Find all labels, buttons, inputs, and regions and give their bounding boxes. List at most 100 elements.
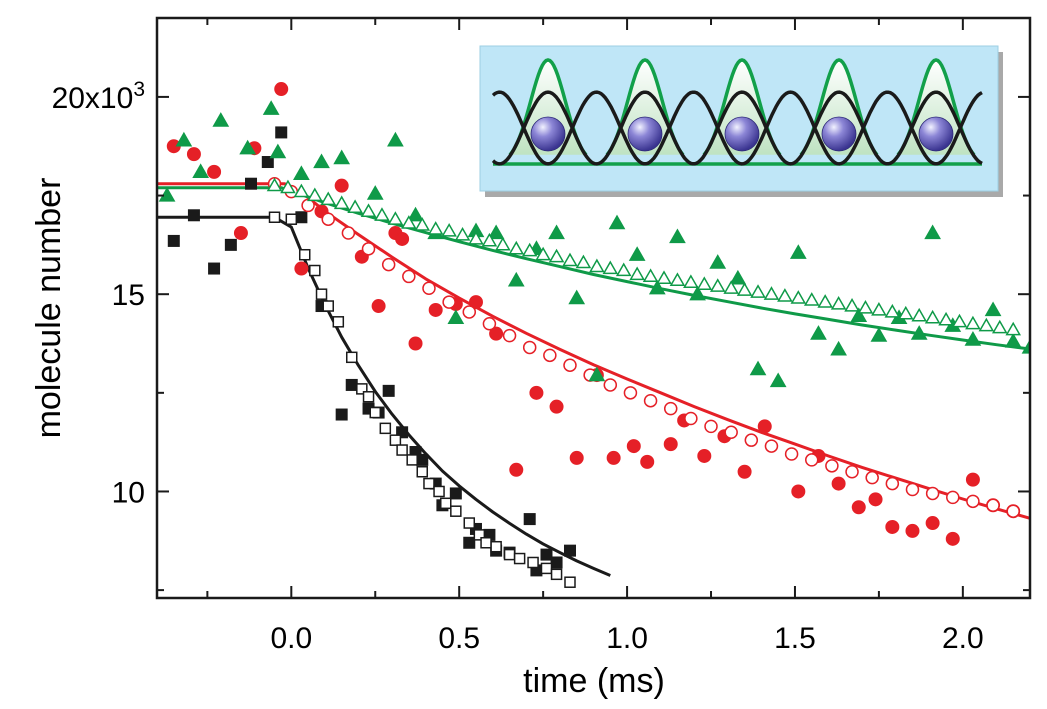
black-filled-squares-point bbox=[275, 126, 288, 139]
green-open-triangles-point bbox=[468, 230, 484, 245]
black-open-squares-point bbox=[332, 316, 345, 328]
black-filled-squares-point bbox=[261, 156, 274, 169]
green-filled-triangles-point bbox=[333, 149, 351, 165]
green-open-triangles-point bbox=[575, 254, 592, 269]
green-open-triangles-point bbox=[911, 307, 927, 322]
green-filled-triangles-point bbox=[507, 271, 525, 287]
x-axis-title: time (ms) bbox=[523, 662, 665, 700]
red-filled-circles-point bbox=[831, 476, 846, 491]
black-filled-squares-point bbox=[224, 238, 237, 251]
green-filled-triangles-point bbox=[729, 269, 747, 285]
black-open-squares-point bbox=[473, 529, 486, 541]
plot-frame bbox=[155, 16, 1032, 600]
red-open-circles-point bbox=[563, 358, 577, 372]
red-open-circles-point bbox=[381, 257, 396, 272]
black-open-squares-point bbox=[564, 576, 576, 588]
green-open-triangles-point bbox=[589, 258, 605, 273]
green-open-triangles-point bbox=[495, 236, 511, 251]
green-filled-triangles-point bbox=[269, 143, 287, 159]
green-filled-triangles-point bbox=[1004, 333, 1022, 348]
red-filled-circles-point bbox=[186, 147, 201, 162]
lattice-peak-fill bbox=[704, 60, 780, 155]
x-tick-labels: 0.0 0.5 1.0 1.5 2.0 bbox=[270, 622, 983, 655]
black-filled-squares-point bbox=[335, 408, 348, 421]
black-filled-squares-point bbox=[449, 487, 462, 500]
green-open-triangles-point bbox=[830, 296, 847, 310]
black-filled-squares-point bbox=[208, 262, 221, 275]
green-filled-triangles-point bbox=[487, 224, 505, 240]
black-open-squares-point bbox=[379, 422, 392, 435]
green-open-triangles-point bbox=[427, 221, 444, 235]
red-open-circles-point bbox=[704, 419, 718, 434]
red-open-circles-point bbox=[643, 393, 658, 408]
green-open-triangles-point bbox=[548, 248, 565, 263]
black-open-squares-point bbox=[268, 211, 281, 224]
green-filled-triangles-point bbox=[262, 100, 280, 115]
green-open-triangles-point bbox=[266, 177, 283, 192]
inset-molecules bbox=[530, 116, 954, 152]
green-open-triangles-point bbox=[401, 215, 417, 229]
red-open-circles-point bbox=[1006, 504, 1020, 518]
red-open-circles-point bbox=[865, 470, 879, 485]
black-open-squares-point bbox=[416, 465, 429, 478]
black-open-squares-point bbox=[309, 264, 321, 277]
black-open-squares-point bbox=[345, 351, 358, 364]
green-filled-triangles-point bbox=[239, 139, 257, 155]
red-open-circles-point bbox=[482, 317, 497, 331]
red-open-circles-point bbox=[341, 226, 356, 240]
green-filled-triangles-point bbox=[964, 331, 982, 346]
red-filled-circles-point bbox=[925, 516, 940, 531]
black-open-squares-point bbox=[503, 548, 516, 561]
black-filled-squares-point bbox=[396, 426, 409, 439]
green-open-triangles-point bbox=[978, 317, 995, 332]
red-open-circles-point bbox=[402, 269, 416, 284]
green-filled-triangles-point bbox=[769, 372, 787, 388]
red-open-circles-point bbox=[361, 242, 376, 256]
green-filled-triangles-point bbox=[387, 131, 404, 147]
red-filled-circles-point bbox=[965, 472, 980, 487]
red-open-circles-point bbox=[845, 464, 859, 479]
red-filled-circles-point bbox=[757, 419, 772, 434]
green-open-triangles-point bbox=[938, 311, 954, 326]
black-filled-squares-point bbox=[245, 177, 258, 190]
green-filled-triangles-point bbox=[588, 366, 606, 382]
red-open-circles-point bbox=[684, 411, 698, 426]
red-filled-circles-point bbox=[905, 523, 920, 538]
series-black-fit bbox=[157, 215, 611, 577]
black-filled-squares-point bbox=[563, 544, 576, 557]
green-open-triangles-point bbox=[709, 278, 726, 292]
black-filled-squares-point bbox=[581, 600, 592, 611]
black-open-squares-point bbox=[550, 568, 563, 581]
green-open-triangles-point bbox=[951, 313, 968, 328]
red-filled-circles-point bbox=[697, 448, 712, 463]
green-open-triangles-point bbox=[723, 280, 739, 294]
green-filled-triangles-point bbox=[830, 340, 847, 356]
red-open-circles-point bbox=[925, 486, 940, 501]
red-filled-circles-point bbox=[549, 399, 564, 414]
black-open-squares-point bbox=[527, 556, 539, 569]
green-open-triangles-point bbox=[562, 252, 578, 267]
green-filled-triangles-point bbox=[568, 289, 586, 305]
black-open-squares-point bbox=[315, 288, 328, 300]
y-tick-label: 10 bbox=[112, 476, 145, 509]
green-filled-triangles-point bbox=[212, 112, 230, 127]
red-open-circles-point bbox=[724, 425, 738, 440]
black-filled-squares-point bbox=[540, 548, 553, 561]
red-filled-circles-point bbox=[885, 519, 900, 534]
green-open-triangles-point bbox=[924, 309, 941, 324]
black-open-squares-point bbox=[396, 444, 408, 456]
molecule-sphere bbox=[530, 116, 566, 152]
black-open-squares-point bbox=[322, 300, 334, 312]
black-filled-squares-point bbox=[463, 536, 476, 549]
black-open-squares-point bbox=[463, 517, 476, 529]
green-filled-triangles-point bbox=[447, 309, 465, 324]
green-open-triangles-point bbox=[629, 266, 645, 281]
red-filled-circles-point bbox=[207, 164, 222, 179]
molecule-sphere bbox=[821, 116, 857, 152]
green-filled-triangles-point bbox=[628, 246, 646, 261]
green-open-triangles-point bbox=[777, 288, 793, 302]
red-open-circles-point bbox=[462, 305, 477, 319]
black-open-squares-point bbox=[513, 552, 526, 565]
lattice-peak-fill bbox=[898, 60, 974, 155]
molecule-sphere bbox=[627, 116, 663, 152]
